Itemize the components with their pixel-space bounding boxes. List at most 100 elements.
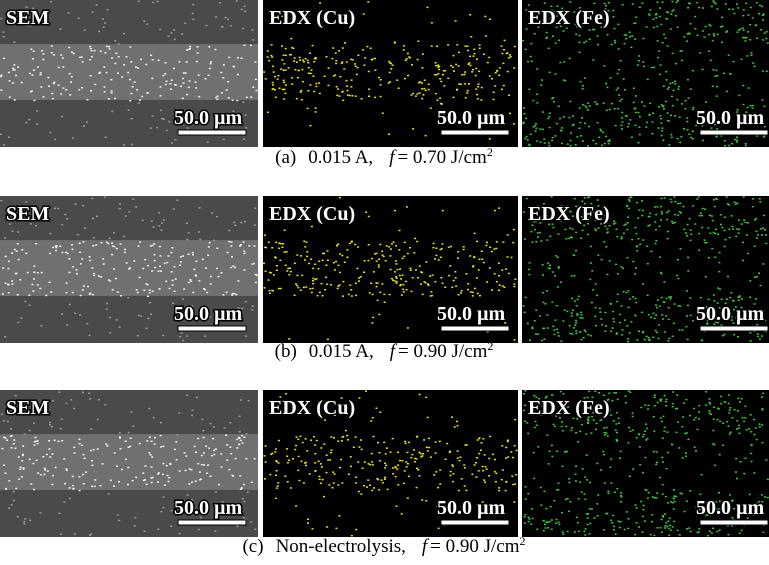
- pixel-dot: [496, 281, 498, 283]
- pixel-dot: [505, 268, 507, 270]
- pixel-dot: [205, 445, 207, 447]
- pixel-dot: [277, 482, 279, 484]
- pixel-dot: [213, 240, 215, 242]
- pixel-dot: [695, 450, 697, 452]
- pixel-dot: [447, 78, 449, 80]
- pixel-dot: [751, 445, 753, 447]
- pixel-dot: [244, 501, 246, 503]
- pixel-dot: [396, 468, 398, 470]
- pixel-dot: [525, 498, 527, 500]
- pixel-dot: [437, 487, 439, 489]
- pixel-dot: [33, 51, 35, 53]
- pixel-dot: [337, 484, 339, 486]
- pixel-dot: [761, 335, 763, 337]
- pixel-dot: [324, 76, 326, 78]
- pixel-dot: [665, 315, 667, 317]
- pixel-dot: [195, 274, 197, 276]
- pixel-dot: [529, 518, 531, 520]
- pixel-dot: [239, 416, 241, 418]
- pixel-dot: [118, 481, 120, 483]
- pixel-dot: [410, 457, 412, 459]
- pixel-dot: [495, 248, 497, 250]
- pixel-dot: [751, 52, 753, 54]
- pixel-dot: [481, 251, 483, 253]
- pixel-dot: [298, 287, 300, 289]
- pixel-dot: [84, 29, 86, 31]
- pixel-dot: [667, 502, 669, 504]
- pixel-dot: [752, 62, 754, 64]
- pixel-dot: [255, 282, 257, 284]
- pixel-dot: [670, 13, 672, 15]
- pixel-dot: [71, 52, 73, 54]
- pixel-dot: [210, 423, 212, 425]
- pixel-dot: [106, 445, 108, 447]
- pixel-dot: [595, 429, 597, 431]
- pixel-dot: [584, 329, 586, 331]
- pixel-dot: [14, 249, 16, 251]
- pixel-dot: [140, 315, 142, 317]
- pixel-dot: [454, 271, 456, 273]
- pixel-dot: [312, 268, 314, 270]
- pixel-dot: [234, 267, 236, 269]
- pixel-dot: [698, 250, 700, 252]
- pixel-dot: [681, 103, 683, 105]
- pixel-dot: [415, 269, 417, 271]
- pixel-dot: [555, 73, 557, 75]
- pixel-dot: [319, 479, 321, 481]
- caption-value: = 0.70 J/cm: [397, 147, 487, 168]
- pixel-dot: [182, 98, 184, 100]
- pixel-dot: [662, 437, 664, 439]
- pixel-dot: [16, 251, 18, 253]
- pixel-dot: [617, 294, 619, 296]
- pixel-dot: [694, 28, 696, 30]
- pixel-dot: [408, 476, 410, 478]
- pixel-dot: [326, 526, 328, 528]
- pixel-dot: [188, 282, 190, 284]
- pixel-dot: [665, 401, 667, 403]
- pixel-dot: [741, 298, 743, 300]
- pixel-dot: [654, 318, 656, 320]
- pixel-dot: [672, 526, 674, 528]
- pixel-dot: [90, 90, 92, 92]
- pixel-dot: [13, 439, 15, 441]
- pixel-dot: [434, 74, 436, 76]
- pixel-dot: [690, 229, 692, 231]
- pixel-dot: [638, 238, 640, 240]
- pixel-dot: [456, 89, 458, 91]
- pixel-dot: [163, 463, 165, 465]
- pixel-dot: [267, 56, 269, 58]
- pixel-dot: [642, 61, 644, 63]
- pixel-dot: [298, 456, 300, 458]
- pixel-dot: [388, 82, 390, 84]
- pixel-dot: [452, 66, 454, 68]
- pixel-dot: [540, 141, 542, 143]
- pixel-dot: [125, 441, 127, 443]
- pixel-dot: [606, 274, 608, 276]
- pixel-dot: [664, 197, 666, 199]
- pixel-dot: [166, 262, 168, 264]
- pixel-dot: [371, 322, 373, 324]
- pixel-dot: [476, 457, 478, 459]
- pixel-dot: [719, 421, 721, 423]
- pixel-dot: [197, 463, 199, 465]
- pixel-dot: [494, 459, 496, 461]
- pixel-dot: [606, 87, 608, 89]
- pixel-dot: [367, 260, 369, 262]
- pixel-dot: [687, 7, 689, 9]
- pixel-dot: [450, 471, 452, 473]
- pixel-dot: [487, 62, 489, 64]
- pixel-dot: [3, 58, 5, 60]
- pixel-dot: [197, 52, 199, 54]
- pixel-dot: [232, 265, 234, 267]
- pixel-dot: [654, 497, 656, 499]
- pixel-dot: [14, 42, 16, 44]
- pixel-dot: [61, 419, 63, 421]
- pixel-dot: [412, 93, 414, 95]
- pixel-dot: [553, 334, 555, 336]
- pixel-dot: [527, 61, 529, 63]
- pixel-dot: [623, 78, 625, 80]
- pixel-dot: [69, 304, 71, 306]
- pixel-dot: [361, 449, 363, 451]
- pixel-dot: [619, 314, 621, 316]
- scale-bar: [700, 326, 768, 331]
